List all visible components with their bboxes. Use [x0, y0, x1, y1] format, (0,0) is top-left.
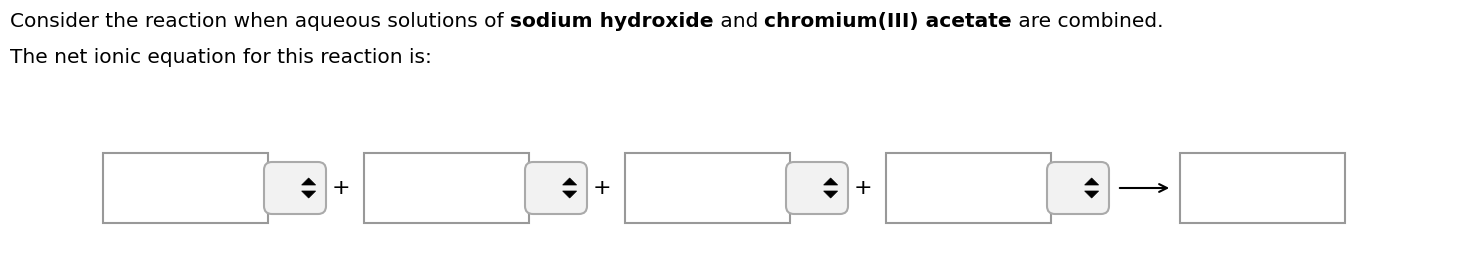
- Text: and: and: [713, 12, 764, 31]
- Polygon shape: [562, 178, 577, 185]
- Text: Consider the reaction when aqueous solutions of: Consider the reaction when aqueous solut…: [10, 12, 509, 31]
- FancyBboxPatch shape: [1047, 162, 1110, 214]
- Bar: [102, 153, 268, 223]
- Polygon shape: [824, 191, 837, 198]
- Text: chromium(III) acetate: chromium(III) acetate: [764, 12, 1012, 31]
- Bar: [886, 153, 1051, 223]
- Polygon shape: [302, 178, 316, 185]
- Bar: [1180, 153, 1345, 223]
- Text: sodium hydroxide: sodium hydroxide: [509, 12, 713, 31]
- Text: +: +: [593, 178, 610, 198]
- Bar: [625, 153, 791, 223]
- Bar: [365, 153, 529, 223]
- Polygon shape: [302, 191, 316, 198]
- Polygon shape: [1085, 178, 1098, 185]
- Text: +: +: [331, 178, 350, 198]
- Text: are combined.: are combined.: [1012, 12, 1164, 31]
- FancyBboxPatch shape: [264, 162, 326, 214]
- Polygon shape: [824, 178, 837, 185]
- Text: +: +: [854, 178, 873, 198]
- FancyBboxPatch shape: [786, 162, 848, 214]
- Text: The net ionic equation for this reaction is:: The net ionic equation for this reaction…: [10, 48, 432, 67]
- Polygon shape: [562, 191, 577, 198]
- FancyBboxPatch shape: [526, 162, 587, 214]
- Polygon shape: [1085, 191, 1098, 198]
